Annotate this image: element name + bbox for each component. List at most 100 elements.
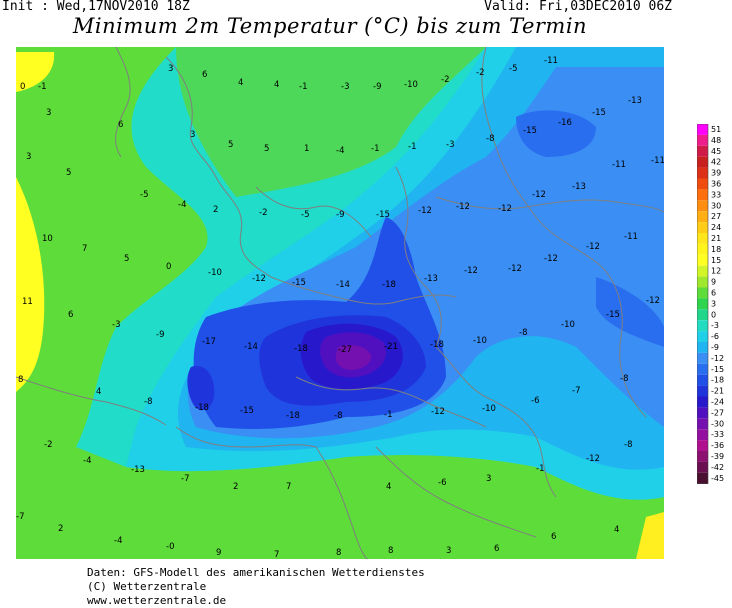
legend-label: -45 (711, 474, 724, 483)
map-value-label: -18 (294, 344, 308, 354)
map-value-label: -7 (572, 386, 580, 396)
legend-swatch (697, 407, 708, 419)
map-value-label: -12 (418, 206, 432, 216)
legend-swatch (697, 189, 708, 201)
map-value-label: 3 (26, 152, 31, 162)
map-value-label: -12 (586, 454, 600, 464)
legend-swatch (697, 363, 708, 375)
map-value-label: -18 (430, 340, 444, 350)
legend-label: 3 (711, 299, 716, 308)
map-value-label: -12 (431, 407, 445, 417)
map-value-label: -1 (384, 410, 392, 420)
map-value-label: -4 (178, 200, 186, 210)
map-value-label: 3 (168, 64, 173, 74)
legend-label: 30 (711, 201, 721, 210)
legend-label: -33 (711, 430, 724, 439)
legend-label: 42 (711, 158, 721, 167)
map-value-label: -13 (131, 465, 145, 475)
map-value-label: 6 (118, 120, 123, 130)
map-value-label: 5 (66, 168, 71, 178)
legend-swatch (697, 418, 708, 430)
map-value-label: 5 (124, 254, 129, 264)
map-value-label: -6 (438, 478, 446, 488)
legend-label: -27 (711, 408, 724, 417)
map-value-label: -7 (16, 512, 24, 522)
map-value-label: -14 (244, 342, 258, 352)
legend-swatch (697, 156, 708, 168)
map-value-label: 2 (233, 482, 238, 492)
map-value-label: -11 (651, 156, 664, 166)
map-value-label: -12 (498, 204, 512, 214)
legend-swatch (697, 385, 708, 397)
map-value-label: 4 (614, 525, 619, 535)
map-value-label: -18 (286, 411, 300, 421)
map-value-label: -21 (384, 342, 398, 352)
legend-label: 12 (711, 267, 721, 276)
map-value-label: -4 (114, 536, 122, 546)
legend-swatch (697, 200, 708, 212)
map-value-label: -15 (240, 406, 254, 416)
map-value-label: -8 (519, 328, 527, 338)
map-value-label: -1 (371, 144, 379, 154)
map-value-label: -11 (624, 232, 638, 242)
legend-label: -30 (711, 419, 724, 428)
field-purple (335, 345, 372, 370)
map-value-label: -2 (441, 75, 449, 85)
map-value-label: -12 (646, 296, 660, 306)
map-value-label: 7 (274, 550, 279, 559)
map-value-label: -3 (112, 320, 120, 330)
legend-swatch (697, 374, 708, 386)
map-value-label: -4 (336, 146, 344, 156)
map-value-label: -7 (181, 474, 189, 484)
map-value-label: 9 (216, 548, 221, 558)
map-value-label: -12 (464, 266, 478, 276)
legend-swatch (697, 276, 708, 288)
map-value-label: -12 (586, 242, 600, 252)
legend-border (697, 124, 709, 484)
legend-label: 21 (711, 234, 721, 243)
map-value-label: -2 (44, 440, 52, 450)
map-value-label: -9 (373, 82, 381, 92)
map-value-label: 11 (22, 297, 33, 307)
map-value-label: -12 (544, 254, 558, 264)
map-value-label: -5 (140, 190, 148, 200)
map-value-label: 4 (274, 80, 279, 90)
map-value-label: -1 (299, 82, 307, 92)
legend-swatch (697, 265, 708, 277)
legend-label: 18 (711, 245, 721, 254)
map-title: Minimum 2m Temperatur (°C) bis zum Termi… (72, 14, 588, 38)
legend-label: -15 (711, 365, 724, 374)
legend-label: -42 (711, 463, 724, 472)
map-value-label: 3 (190, 130, 195, 140)
legend-label: 33 (711, 190, 721, 199)
map-value-label: -0 (166, 542, 174, 552)
map-value-label: -13 (424, 274, 438, 284)
map-value-label: -2 (476, 68, 484, 78)
map-value-label: -1 (536, 464, 544, 474)
field-yellow-coast (16, 177, 45, 392)
map-value-label: -9 (336, 210, 344, 220)
map-value-label: -11 (544, 56, 558, 66)
legend-label: -12 (711, 354, 724, 363)
map-value-label: -3 (341, 82, 349, 92)
map-value-label: 7 (286, 482, 291, 492)
legend-swatch (697, 352, 708, 364)
legend-swatch (697, 124, 708, 135)
map-value-label: 1 (304, 144, 309, 154)
field-yellow-se (636, 512, 664, 559)
legend-swatch (697, 342, 708, 353)
legend-label: 36 (711, 180, 721, 189)
legend-label: 39 (711, 169, 721, 178)
map-value-label: -10 (561, 320, 575, 330)
legend-label: 51 (711, 125, 721, 134)
legend-swatch (697, 331, 708, 342)
map-value-label: 3 (486, 474, 491, 484)
legend-label: -36 (711, 441, 724, 450)
map-value-label: 6 (494, 544, 499, 554)
map-value-label: -15 (523, 126, 537, 136)
valid-time: Valid: Fri,03DEC2010 06Z (484, 0, 672, 14)
legend-swatch (697, 472, 708, 484)
field-blue-ne (516, 110, 596, 157)
map-value-label: -5 (301, 210, 309, 220)
